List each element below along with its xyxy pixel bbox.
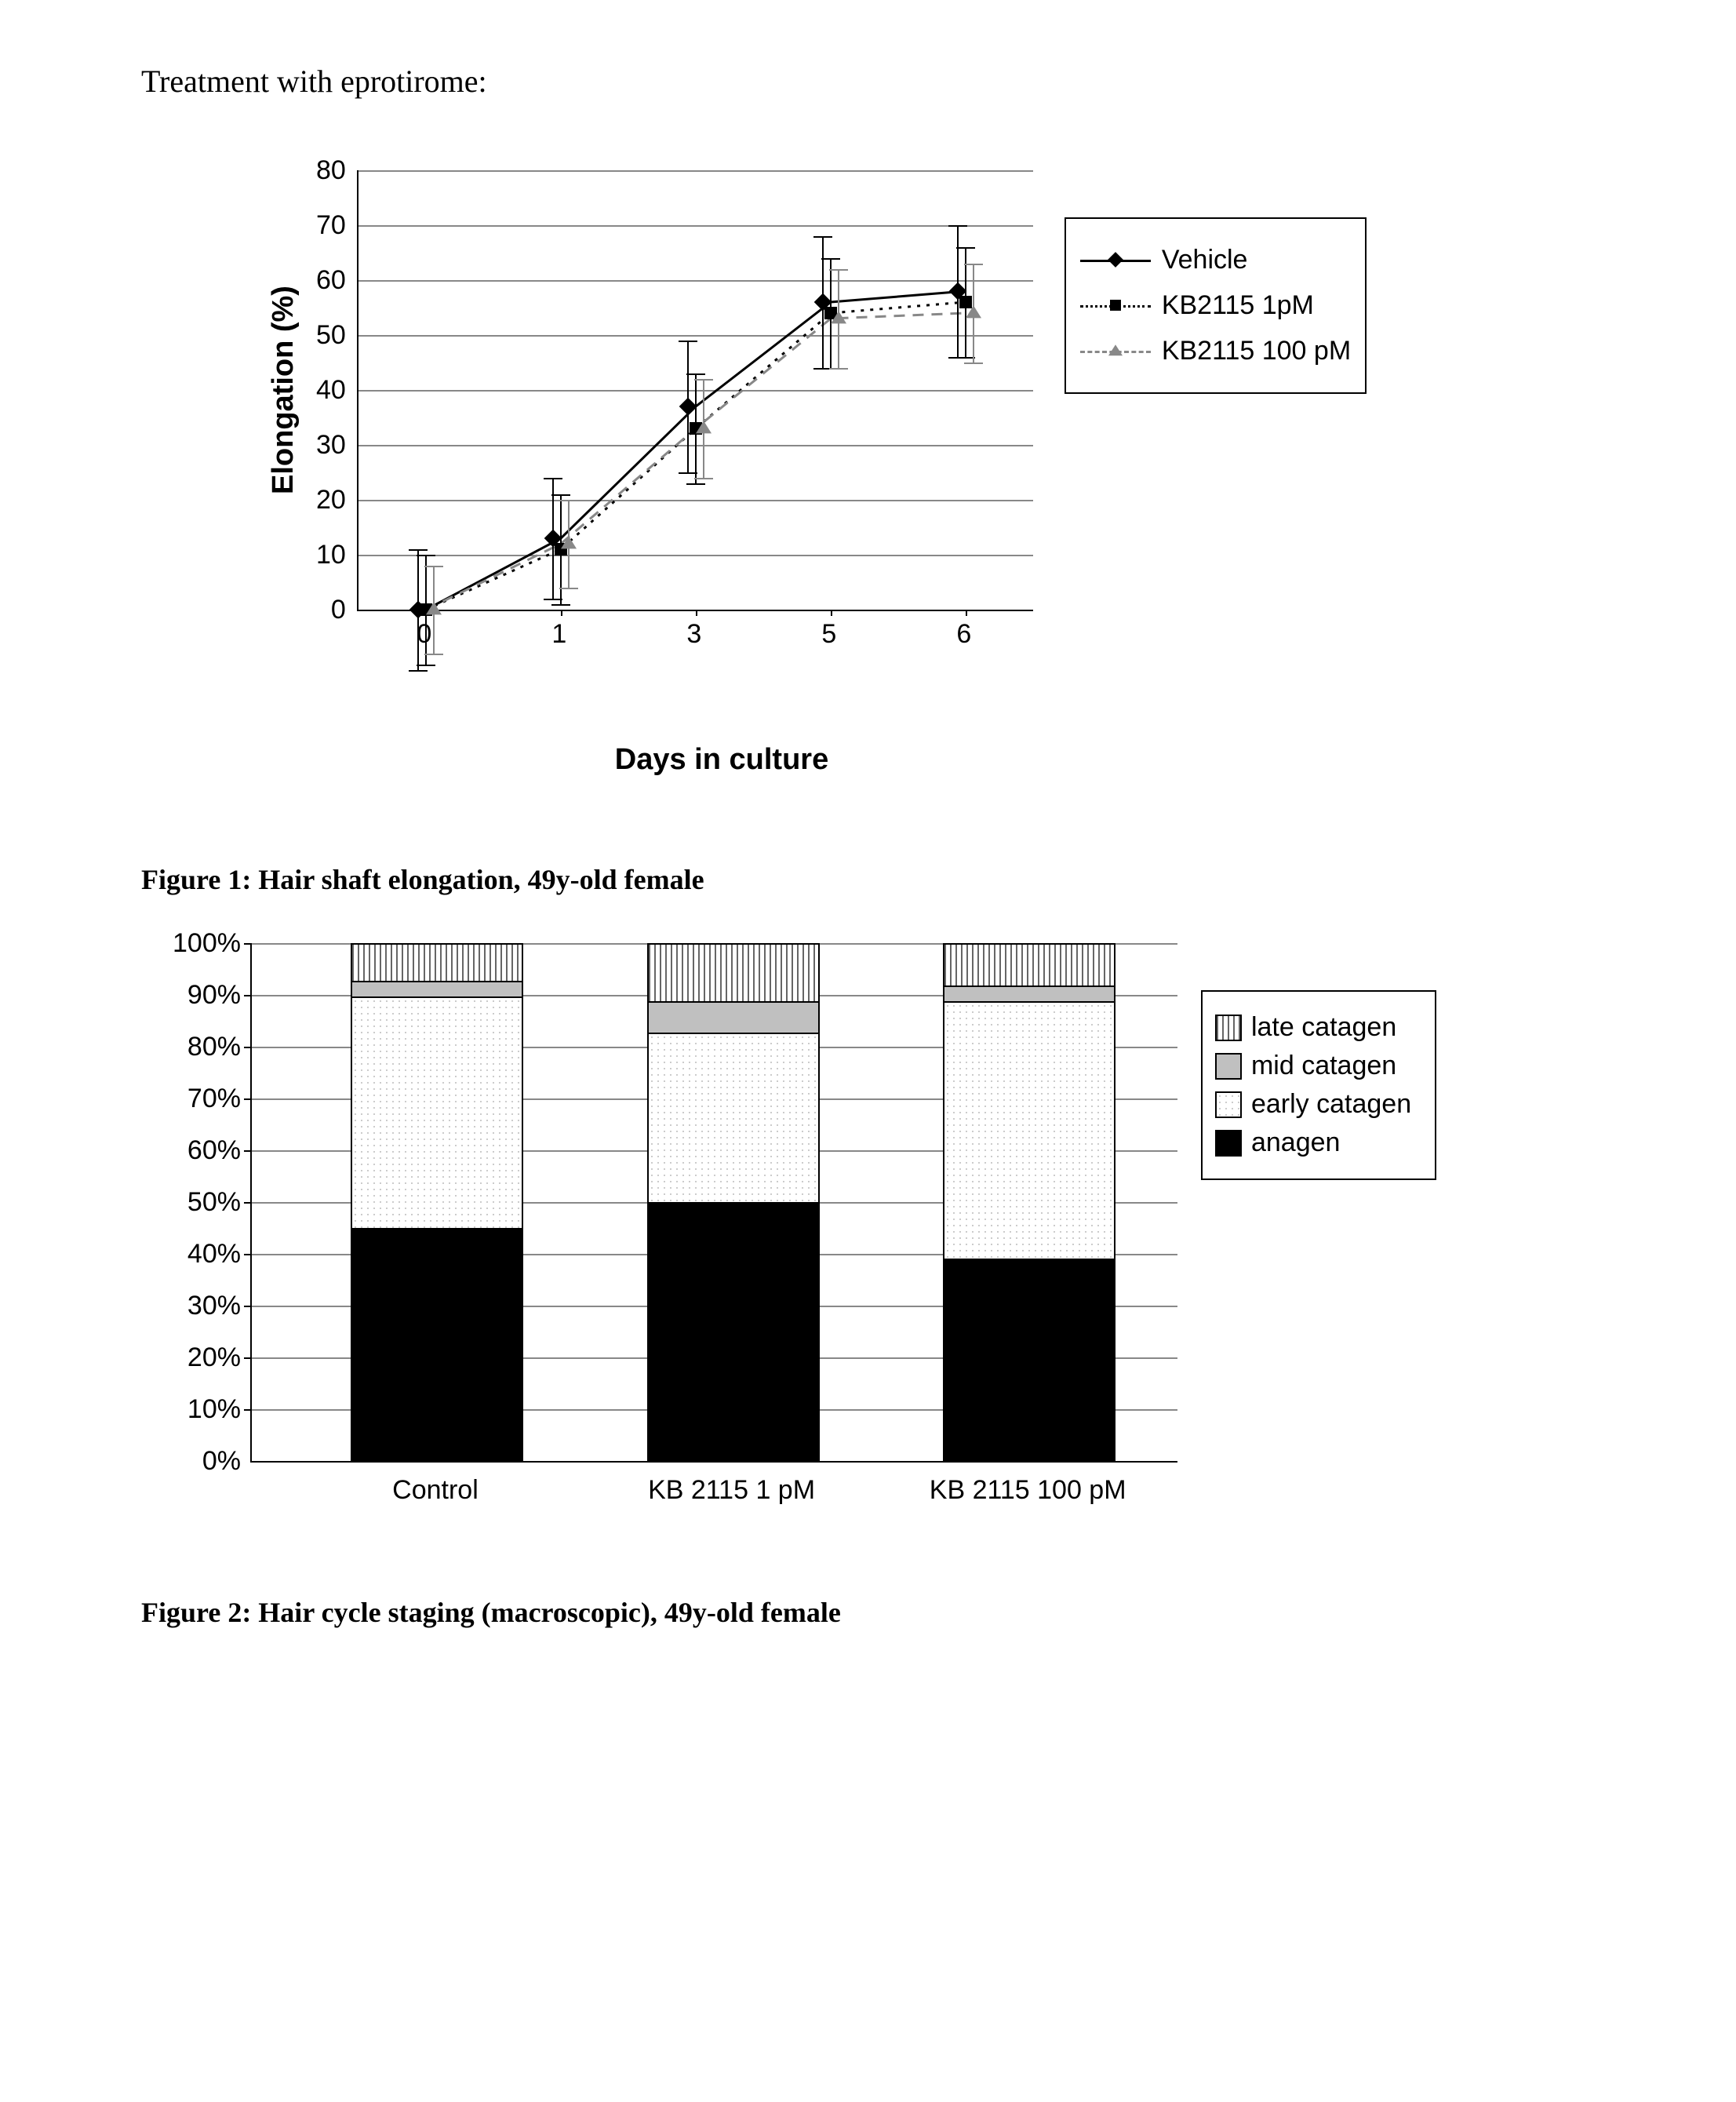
fig2-bar-segment (649, 1001, 818, 1032)
fig1-errorcap (417, 555, 435, 556)
fig2-plot-area (250, 943, 1177, 1463)
figure-1: Elongation (%) 80706050403020100 01356 V… (267, 170, 1595, 657)
fig2-legend-label: mid catagen (1251, 1051, 1396, 1081)
fig2-bar-segment (352, 981, 522, 996)
fig2-legend-item: anagen (1215, 1128, 1411, 1158)
fig1-errorcap (424, 566, 443, 567)
fig1-errorcap (821, 258, 840, 260)
fig2-legend-swatch (1215, 1053, 1242, 1080)
fig2-legend-swatch (1215, 1015, 1242, 1041)
fig1-legend-swatch (1080, 250, 1151, 269)
fig2-bar-segment (352, 1228, 522, 1459)
fig1-legend-label: KB2115 100 pM (1162, 333, 1351, 368)
fig1-legend-label: KB2115 1pM (1162, 288, 1314, 322)
fig1-plot-area (357, 170, 1033, 611)
fig1-x-ticks: 0 1 3 5 6 (357, 611, 1032, 650)
fig2-x-tick-label: KB 2115 100 pM (930, 1475, 1126, 1506)
fig2-y-tick-mark (244, 1047, 252, 1048)
fig1-errorcap (813, 236, 832, 238)
fig1-errorcap (964, 362, 983, 364)
fig1-errorcap (964, 264, 983, 265)
fig2-legend-item: late catagen (1215, 1012, 1411, 1043)
fig1-marker (561, 536, 577, 548)
fig1-legend-item: KB2115 100 pM (1080, 333, 1351, 368)
fig2-x-tick-label: KB 2115 1 pM (648, 1475, 815, 1506)
figure-2: 100%90%80%70%60%50%40%30%20%10%0% Contro… (173, 943, 1595, 1510)
fig1-errorcap (829, 368, 848, 370)
fig2-bar-segment (944, 1001, 1114, 1259)
fig2-legend-label: early catagen (1251, 1089, 1411, 1120)
fig2-bar (647, 943, 820, 1461)
fig1-x-tick-label: 0 (417, 619, 431, 650)
fig2-y-ticks: 100%90%80%70%60%50%40%30%20%10%0% (173, 931, 241, 1448)
fig1-errorcap (956, 247, 975, 249)
fig1-errorcap (679, 341, 697, 342)
fig2-bar-segment (352, 945, 522, 981)
fig1-errorcap (694, 478, 713, 479)
fig2-y-tick-mark (244, 1409, 252, 1411)
fig2-bar-segment (649, 945, 818, 1001)
fig2-bar-segment (649, 1202, 818, 1459)
fig1-errorcap (424, 654, 443, 655)
fig2-legend-label: anagen (1251, 1128, 1340, 1158)
page: Treatment with eprotirome: Elongation (%… (0, 0, 1736, 1770)
fig1-x-tick-label: 5 (821, 619, 836, 650)
fig2-bar-segment (944, 945, 1114, 985)
fig2-legend-item: mid catagen (1215, 1051, 1411, 1081)
fig1-errorcap (409, 549, 428, 551)
fig1-errorcap (417, 665, 435, 666)
fig2-bar-segment (649, 1033, 818, 1202)
fig1-legend-swatch (1080, 341, 1151, 360)
fig1-marker (696, 421, 712, 433)
figure-1-caption: Figure 1: Hair shaft elongation, 49y-old… (141, 863, 1595, 896)
fig2-legend-swatch (1215, 1130, 1242, 1157)
fig1-errorcap (686, 373, 705, 375)
fig2-y-tick-mark (244, 943, 252, 945)
fig1-x-tick-label: 3 (686, 619, 701, 650)
fig2-bar-segment (352, 996, 522, 1228)
fig1-errorcap (544, 478, 562, 479)
fig2-x-tick-label: Control (392, 1475, 479, 1506)
fig2-y-tick-mark (244, 1254, 252, 1255)
intro-text: Treatment with eprotirome: (141, 63, 1595, 100)
fig1-x-axis-label: Days in culture (306, 743, 1137, 777)
fig1-legend-label: Vehicle (1162, 242, 1248, 277)
fig2-legend-label: late catagen (1251, 1012, 1396, 1043)
figure-2-caption: Figure 2: Hair cycle staging (macroscopi… (141, 1596, 1595, 1629)
fig1-x-tick-label: 6 (956, 619, 971, 650)
fig1-y-ticks: 80706050403020100 (316, 158, 346, 597)
fig1-marker (831, 311, 846, 323)
fig2-bar-segment (944, 985, 1114, 1001)
fig1-errorcap (829, 269, 848, 271)
fig1-legend-item: KB2115 1pM (1080, 288, 1351, 322)
fig2-y-tick-mark (244, 1306, 252, 1307)
fig2-bar (943, 943, 1115, 1461)
fig2-y-tick-mark (244, 995, 252, 996)
fig1-marker (966, 305, 981, 318)
fig2-bar (351, 943, 523, 1461)
fig2-legend: late catagen mid catagen early catagen anag… (1201, 990, 1436, 1180)
fig1-errorcap (409, 670, 428, 672)
fig2-y-tick-mark (244, 1202, 252, 1204)
fig1-errorcap (551, 494, 570, 496)
fig1-errorcap (948, 225, 967, 227)
fig1-y-axis-label: Elongation (%) (267, 170, 300, 657)
fig1-legend: Vehicle KB2115 1pM KB2115 100 pM (1065, 217, 1367, 394)
fig1-errorcap (551, 604, 570, 606)
fig2-y-tick-mark (244, 1357, 252, 1359)
fig1-errorcap (559, 500, 578, 501)
fig2-legend-swatch (1215, 1091, 1242, 1118)
fig1-errorcap (686, 483, 705, 485)
fig2-legend-item: early catagen (1215, 1089, 1411, 1120)
fig1-legend-item: Vehicle (1080, 242, 1351, 277)
fig2-y-tick-mark (244, 1098, 252, 1100)
fig1-errorcap (694, 379, 713, 381)
fig1-legend-swatch (1080, 296, 1151, 315)
fig2-bar-segment (944, 1259, 1114, 1459)
fig2-y-tick-mark (244, 1150, 252, 1152)
fig2-x-ticks: Control KB 2115 1 pM KB 2115 100 pM (250, 1463, 1176, 1510)
fig1-errorcap (559, 588, 578, 589)
fig1-x-tick-label: 1 (551, 619, 566, 650)
